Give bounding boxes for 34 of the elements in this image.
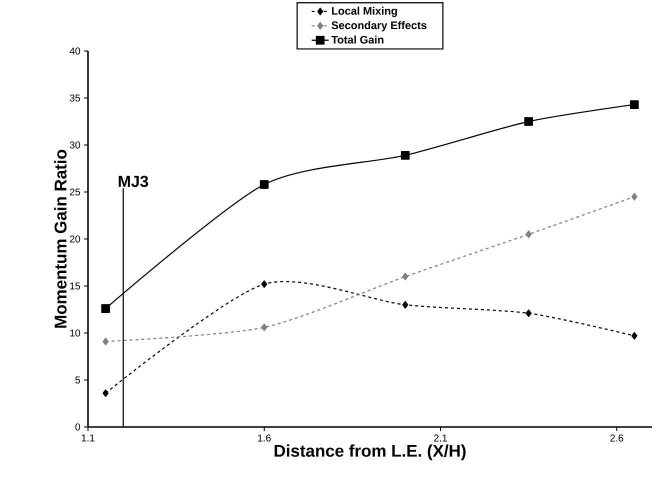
- point: [102, 338, 109, 346]
- y-tick-label: 15: [70, 282, 80, 290]
- point: [102, 389, 109, 397]
- legend-label: Local Mixing: [332, 6, 397, 17]
- y-tick-label: 10: [70, 329, 80, 337]
- x-tick-label: 1.1: [82, 434, 94, 442]
- point: [400, 150, 410, 160]
- x-tick-label: 2.6: [610, 434, 624, 442]
- legend-label: Secondary Effects: [332, 21, 426, 32]
- point: [261, 324, 268, 332]
- y-tick-label: 35: [70, 94, 80, 102]
- y-tick-label: 25: [70, 188, 80, 196]
- point: [260, 180, 269, 189]
- point: [631, 332, 638, 340]
- x-tick-label: 2.1: [434, 434, 447, 442]
- point: [630, 100, 639, 109]
- point: [402, 301, 408, 309]
- point: [526, 309, 532, 318]
- x-axis-title: Distance from L.E. (X/H): [274, 444, 466, 460]
- point: [524, 117, 534, 126]
- y-tick-label: 0: [75, 423, 80, 431]
- ref-line-label: MJ3: [118, 176, 148, 188]
- point: [261, 280, 268, 288]
- point: [101, 304, 110, 313]
- point: [631, 192, 638, 200]
- y-axis-title: Momentum Gain Ratio: [54, 150, 67, 328]
- legend-label: Total Gain: [331, 36, 384, 44]
- x-tick-label: 1.6: [258, 434, 271, 442]
- y-tick-label: 5: [75, 376, 80, 384]
- y-tick-label: 30: [70, 141, 80, 149]
- point: [526, 230, 532, 238]
- y-tick-label: 40: [70, 47, 80, 55]
- point: [402, 272, 408, 280]
- y-tick-label: 20: [70, 235, 80, 243]
